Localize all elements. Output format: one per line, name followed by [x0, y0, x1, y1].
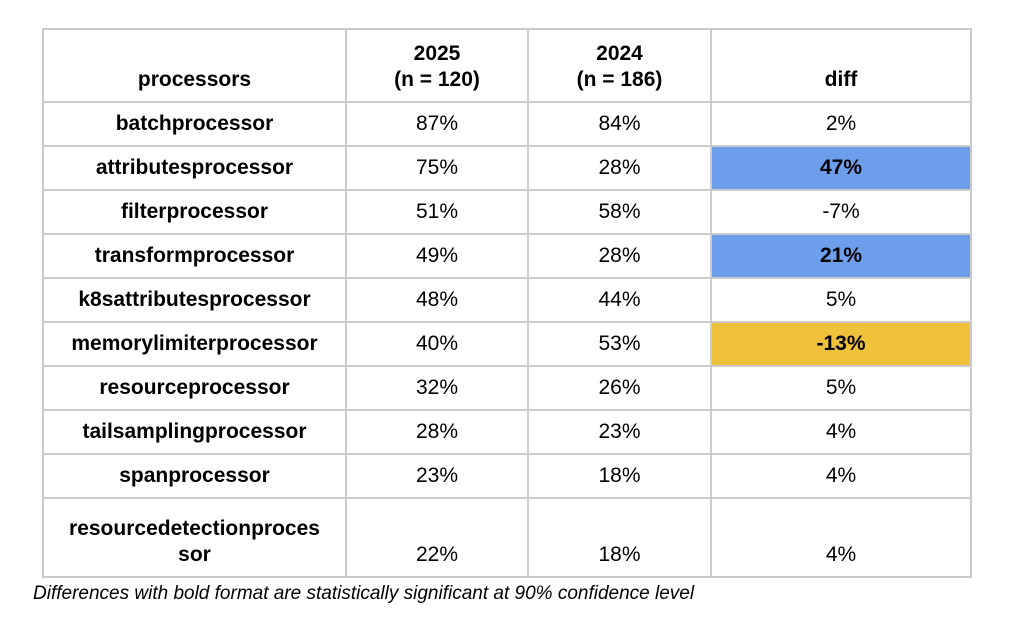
processor-name: tailsamplingprocessor — [82, 420, 307, 443]
table-row: filterprocessor 51% 58% -7% — [42, 189, 972, 235]
value-2025-cell: 28% — [345, 409, 529, 455]
col-header-2024-n: (n = 186) — [576, 68, 663, 91]
value-2025-cell: 49% — [345, 233, 529, 279]
value-2025-cell: 51% — [345, 189, 529, 235]
table-row: batchprocessor 87% 84% 2% — [42, 101, 972, 147]
diff-cell: 4% — [710, 497, 972, 578]
value-2025-cell: 22% — [345, 497, 529, 578]
value-2024-cell: 18% — [527, 453, 712, 499]
processor-name-cell: memorylimiterprocessor — [42, 321, 347, 367]
value-2024-cell: 23% — [527, 409, 712, 455]
value-2025-cell: 40% — [345, 321, 529, 367]
value-2024-cell: 28% — [527, 145, 712, 191]
processor-name: resourceprocessor — [99, 376, 290, 399]
header-row: processors 2025 (n = 120) 2024 (n = 186)… — [42, 28, 972, 103]
table-row: k8sattributesprocessor 48% 44% 5% — [42, 277, 972, 323]
col-header-2025: 2025 (n = 120) — [345, 28, 529, 103]
processor-name-cell: k8sattributesprocessor — [42, 277, 347, 323]
diff-cell-highlighted: 21% — [710, 233, 972, 279]
value-2024-cell: 18% — [527, 497, 712, 578]
col-header-2025-n: (n = 120) — [394, 68, 480, 91]
value-2024-cell: 44% — [527, 277, 712, 323]
table-row: tailsamplingprocessor 28% 23% 4% — [42, 409, 972, 455]
processors-table: processors 2025 (n = 120) 2024 (n = 186)… — [42, 28, 972, 578]
processor-name-cell: tailsamplingprocessor — [42, 409, 347, 455]
col-header-2025-year: 2025 — [413, 42, 461, 65]
processor-name-cell: transformprocessor — [42, 233, 347, 279]
processor-name-cell: batchprocessor — [42, 101, 347, 147]
table-row: resourceprocessor 32% 26% 5% — [42, 365, 972, 411]
processor-name-cell: resourcedetectionprocessor — [42, 497, 347, 578]
table-row: transformprocessor 49% 28% 21% — [42, 233, 972, 279]
value-2024-cell: 84% — [527, 101, 712, 147]
processor-name-cell: resourceprocessor — [42, 365, 347, 411]
significance-note: Differences with bold format are statist… — [33, 583, 695, 604]
processor-name-cell: filterprocessor — [42, 189, 347, 235]
value-2024-cell: 53% — [527, 321, 712, 367]
diff-cell: -7% — [710, 189, 972, 235]
table-row: resourcedetectionprocessor 22% 18% 4% — [42, 497, 972, 578]
col-header-2024-year: 2024 — [596, 42, 643, 65]
diff-cell: 4% — [710, 409, 972, 455]
processor-name-cell: spanprocessor — [42, 453, 347, 499]
table-body: batchprocessor 87% 84% 2% attributesprocesso… — [42, 101, 972, 578]
value-2025-cell: 87% — [345, 101, 529, 147]
processor-name: batchprocessor — [115, 112, 274, 135]
value-2024-cell: 26% — [527, 365, 712, 411]
diff-cell: 4% — [710, 453, 972, 499]
processor-name: filterprocessor — [120, 200, 269, 223]
table-row: attributesprocessor 75% 28% 47% — [42, 145, 972, 191]
processor-name: transformprocessor — [94, 244, 295, 267]
table-row: memorylimiterprocessor 40% 53% -13% — [42, 321, 972, 367]
value-2025-cell: 23% — [345, 453, 529, 499]
value-2025-cell: 48% — [345, 277, 529, 323]
processor-name: attributesprocessor — [95, 156, 294, 179]
diff-cell-highlighted: -13% — [710, 321, 972, 367]
value-2024-cell: 58% — [527, 189, 712, 235]
diff-cell-highlighted: 47% — [710, 145, 972, 191]
processor-name: memorylimiterprocessor — [71, 332, 318, 355]
col-header-diff: diff — [710, 28, 972, 103]
value-2025-cell: 32% — [345, 365, 529, 411]
value-2025-cell: 75% — [345, 145, 529, 191]
diff-cell: 5% — [710, 365, 972, 411]
table-row: spanprocessor 23% 18% 4% — [42, 453, 972, 499]
col-header-processors: processors — [42, 28, 347, 103]
value-2024-cell: 28% — [527, 233, 712, 279]
processor-name-cell: attributesprocessor — [42, 145, 347, 191]
col-header-2024: 2024 (n = 186) — [527, 28, 712, 103]
diff-cell: 2% — [710, 101, 972, 147]
processor-name: resourcedetectionprocessor — [69, 517, 320, 566]
processor-name: spanprocessor — [119, 464, 270, 487]
processor-name: k8sattributesprocessor — [78, 288, 311, 311]
diff-cell: 5% — [710, 277, 972, 323]
